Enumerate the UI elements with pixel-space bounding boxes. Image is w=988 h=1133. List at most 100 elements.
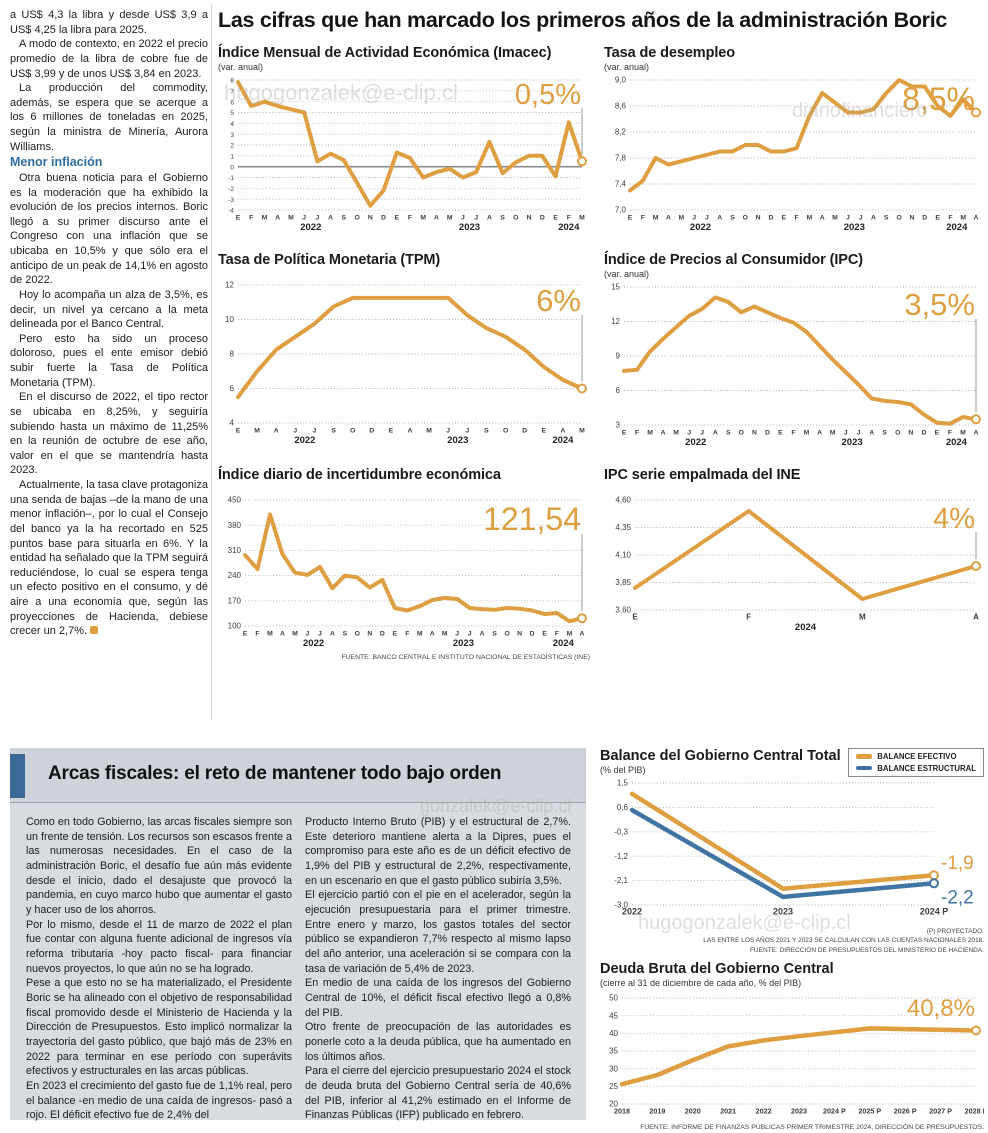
svg-text:F: F — [405, 631, 409, 638]
svg-text:M: M — [859, 613, 866, 622]
svg-text:M: M — [653, 215, 659, 222]
svg-text:A: A — [974, 430, 979, 437]
svg-text:2024 P: 2024 P — [920, 907, 949, 917]
svg-text:D: D — [922, 215, 927, 222]
svg-text:A: A — [666, 215, 671, 222]
svg-text:N: N — [368, 215, 373, 222]
svg-text:E: E — [243, 631, 248, 638]
svg-text:A: A — [274, 428, 279, 435]
svg-text:S: S — [884, 215, 889, 222]
svg-text:2024: 2024 — [946, 437, 968, 448]
box-paragraph: Producto Interno Bruto (PIB) y el estruc… — [305, 816, 571, 887]
svg-text:M: M — [804, 430, 810, 437]
svg-text:F: F — [746, 613, 751, 622]
chart-value-label: 4% — [933, 503, 975, 535]
svg-text:S: S — [492, 631, 497, 638]
end-marker — [971, 1025, 981, 1036]
chart-ipc-empalmada: IPC serie empalmada del INE 4,60 4,35 4,10… — [604, 467, 984, 661]
svg-text:7,4: 7,4 — [615, 180, 627, 189]
svg-text:A: A — [434, 215, 439, 222]
svg-text:E: E — [236, 215, 241, 222]
svg-text:O: O — [355, 631, 360, 638]
series-line — [629, 791, 937, 891]
svg-text:N: N — [909, 215, 914, 222]
chart-footnotes: (P) PROYECTADO. LAS ENTRE LOS AÑOS 2021 … — [600, 927, 984, 955]
chart-footnote: LAS ENTRE LOS AÑOS 2021 Y 2023 SE CALCUL… — [703, 937, 984, 945]
chart-value-label: 0,5% — [515, 79, 581, 111]
chart-value-label: 8,5% — [902, 81, 975, 117]
svg-text:S: S — [342, 215, 347, 222]
svg-text:O: O — [354, 215, 359, 222]
svg-text:J: J — [705, 215, 709, 222]
svg-text:N: N — [517, 631, 522, 638]
svg-text:J: J — [465, 428, 469, 435]
chart-imacec: Índice Mensual de Actividad Económica (I… — [218, 45, 590, 236]
svg-text:A: A — [869, 430, 874, 437]
svg-text:J: J — [846, 215, 850, 222]
legend-item-efectivo: BALANCE EFECTIVO — [856, 752, 976, 761]
chart-canvas-ipc: 15 12 9 6 3 E F M A M J J A S O N D E F M A M J J A S O N D E F M A 2022 2… — [604, 281, 984, 451]
svg-text:A: A — [817, 430, 822, 437]
svg-text:M: M — [673, 430, 679, 437]
svg-text:240: 240 — [228, 571, 242, 580]
svg-text:3: 3 — [230, 132, 234, 139]
svg-text:J: J — [859, 215, 863, 222]
series-line — [629, 807, 937, 900]
svg-text:M: M — [647, 430, 653, 437]
svg-text:D: D — [921, 430, 926, 437]
svg-text:4,35: 4,35 — [615, 523, 631, 532]
svg-text:M: M — [417, 631, 423, 638]
svg-text:J: J — [687, 430, 691, 437]
svg-text:12: 12 — [225, 281, 234, 290]
svg-text:450: 450 — [228, 496, 242, 505]
chart-subtitle: (cierre al 31 de diciembre de cada año, … — [600, 978, 802, 989]
article-paragraph: La producción del commodity, además, se … — [10, 82, 208, 153]
svg-text:2028 P: 2028 P — [965, 1107, 984, 1116]
svg-text:F: F — [791, 430, 795, 437]
svg-text:A: A — [661, 430, 666, 437]
svg-text:N: N — [527, 215, 532, 222]
svg-text:7,0: 7,0 — [615, 206, 627, 215]
legend-swatch-estructural — [856, 765, 873, 771]
svg-text:M: M — [420, 215, 426, 222]
end-marker — [971, 107, 981, 118]
svg-text:2027 P: 2027 P — [929, 1107, 952, 1116]
svg-text:2021: 2021 — [720, 1107, 736, 1116]
svg-text:2022: 2022 — [622, 907, 642, 917]
chart-subtitle: (var. anual) — [218, 62, 264, 72]
svg-text:6: 6 — [230, 99, 234, 106]
svg-text:M: M — [254, 428, 260, 435]
svg-text:1: 1 — [230, 153, 234, 160]
svg-text:E: E — [389, 428, 394, 435]
svg-text:F: F — [641, 215, 645, 222]
svg-text:J: J — [700, 430, 704, 437]
svg-text:O: O — [743, 215, 748, 222]
svg-text:30: 30 — [609, 1065, 618, 1074]
svg-text:8,2: 8,2 — [615, 128, 627, 137]
svg-text:M: M — [579, 215, 585, 222]
article-paragraph: Hoy lo acompaña un alza de 3,5%, es deci… — [10, 288, 208, 331]
svg-text:2022: 2022 — [685, 437, 706, 448]
svg-text:J: J — [692, 215, 696, 222]
svg-text:2026 P: 2026 P — [894, 1107, 917, 1116]
box-column-1: Como en todo Gobierno, las arcas fiscale… — [26, 815, 292, 1123]
svg-text:-4: -4 — [228, 208, 234, 215]
svg-text:2022: 2022 — [303, 638, 324, 649]
chart-deuda: Deuda Bruta del Gobierno Central (cierre… — [600, 961, 988, 1131]
svg-text:2022: 2022 — [300, 222, 321, 233]
svg-text:45: 45 — [609, 1012, 618, 1021]
chart-title: Balance del Gobierno Central Total — [600, 748, 841, 764]
svg-text:D: D — [381, 215, 386, 222]
box-paragraph: Otro frente de preocupación de las autor… — [305, 1021, 571, 1063]
svg-text:N: N — [908, 430, 913, 437]
chart-title: Índice Mensual de Actividad Económica (I… — [218, 45, 552, 61]
svg-text:-2,1: -2,1 — [614, 876, 628, 885]
article-left-column: a US$ 4,3 la libra y desde US$ 3,9 a US$… — [10, 8, 208, 639]
svg-text:D: D — [369, 428, 374, 435]
svg-text:E: E — [778, 430, 783, 437]
svg-text:5: 5 — [230, 110, 234, 117]
chart-desempleo: Tasa de desempleo (var. anual) 9,0 8,6 8,2… — [604, 45, 984, 236]
svg-text:M: M — [288, 215, 294, 222]
svg-text:2023: 2023 — [459, 222, 480, 233]
svg-text:2020: 2020 — [685, 1107, 701, 1116]
